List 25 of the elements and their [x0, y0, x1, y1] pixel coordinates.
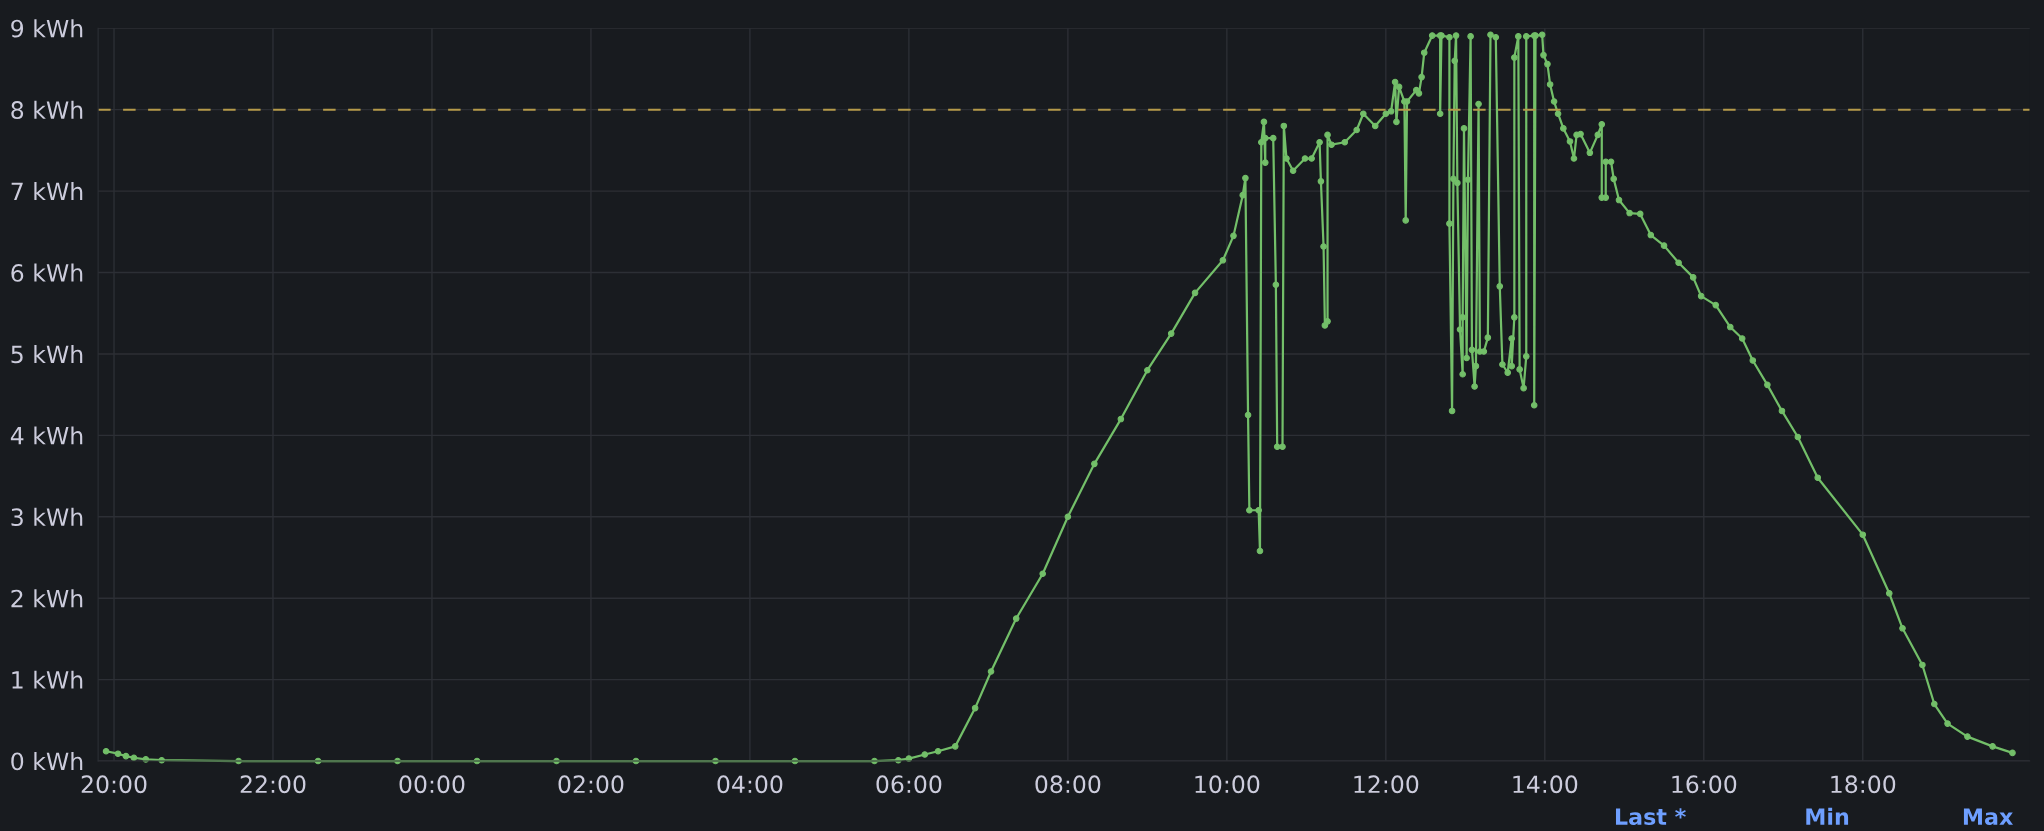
x-tick-label: 18:00 — [1831, 775, 1896, 794]
y-tick-label: 6 kWh — [11, 263, 83, 282]
x-tick-label: 06:00 — [876, 775, 942, 794]
x-tick-label: 10:00 — [1195, 775, 1260, 794]
x-tick-label: 08:00 — [1035, 775, 1101, 794]
y-tick-label: 4 kWh — [10, 426, 83, 445]
x-tick-label: 04:00 — [717, 775, 783, 794]
text: Min — [1806, 807, 1849, 825]
text: Last * — [1615, 808, 1686, 826]
y-tick-label: 9 kWh — [11, 19, 83, 38]
x-tick-label: 20:00 — [81, 775, 147, 794]
y-tick-label: 7 kWh — [11, 182, 83, 201]
y-tick-label: 1 kWh — [12, 670, 83, 689]
x-tick-label: 22:00 — [240, 775, 306, 794]
y-tick-label: 0 kWh — [11, 752, 83, 771]
x-tick-label: 16:00 — [1672, 775, 1737, 794]
y-tick-label: 3 kWh — [11, 507, 83, 527]
x-tick-label: 12:00 — [1354, 775, 1419, 794]
text: Max — [1963, 808, 2013, 826]
x-tick-label: 02:00 — [558, 775, 624, 794]
y-tick-label: 2 kWh — [11, 589, 83, 608]
y-tick-label: 5 kWh — [11, 344, 83, 364]
x-tick-label: 14:00 — [1513, 775, 1578, 794]
x-tick-label: 00:00 — [399, 775, 465, 794]
y-tick-label: 8 kWh — [11, 100, 83, 119]
